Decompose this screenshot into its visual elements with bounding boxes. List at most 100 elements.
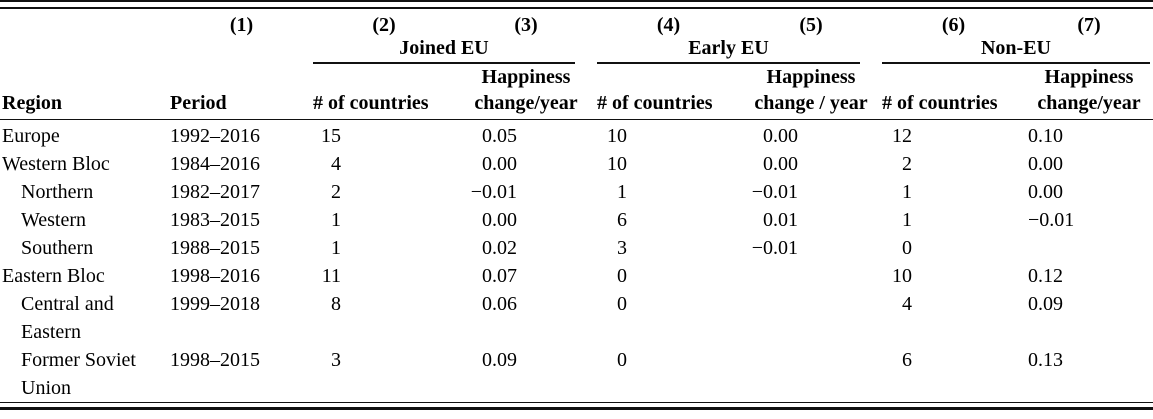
- noneu-change-cell: 0.09: [1028, 293, 1063, 315]
- early-change-cell: −0.01: [751, 237, 798, 259]
- period-cell: 1998–2015: [170, 349, 260, 371]
- group-label-joined-eu: Joined EU: [313, 37, 575, 64]
- col-number: (3): [514, 14, 538, 36]
- early-change-cell: [740, 346, 882, 402]
- empty-cell: [0, 9, 170, 37]
- happiness-label: Happiness: [481, 66, 571, 88]
- noneu-change-cell: 0.00: [1028, 181, 1063, 203]
- joined-count-cell: 8: [331, 293, 341, 315]
- joined-change-cell: 0.00: [482, 209, 517, 231]
- happiness-label: Happiness: [1044, 66, 1134, 88]
- table-row-northern: Northern 1982–2017 2 −0.01 1 −0.01 1 0.0…: [0, 178, 1153, 206]
- group-label-early-eu: Early EU: [597, 37, 860, 64]
- early-count-cell: 0: [617, 349, 627, 371]
- group-joined-eu: Joined EU: [313, 37, 597, 64]
- table-outer-rules: (1) (2) (3) (4) (5) (6) (7) Joined EU: [0, 0, 1153, 410]
- joined-change-cell: 0.06: [482, 293, 517, 315]
- group-label-non-eu: Non-EU: [882, 37, 1150, 64]
- group-non-eu: Non-EU: [882, 37, 1153, 64]
- col-number: (6): [941, 14, 966, 36]
- joined-change-header: Happiness change/year: [455, 64, 597, 120]
- noneu-change-cell: 0.12: [1028, 265, 1063, 287]
- noneu-count-cell: 4: [902, 293, 912, 315]
- joined-change-cell: 0.00: [482, 153, 517, 175]
- early-count-cell: 10: [607, 125, 627, 147]
- region-header: Region: [2, 92, 62, 114]
- change-per-year-label: change/year: [474, 92, 578, 114]
- table-row-former-soviet-union: Former Soviet Union 1998–2015 3 0.09 0 6…: [0, 346, 1153, 402]
- joined-count-cell: 1: [331, 237, 341, 259]
- table-body: Europe 1992–2016 15 0.05 10 0.00 12 0.10…: [0, 120, 1153, 403]
- joined-count-cell: 2: [331, 181, 341, 203]
- noneu-change-cell: −0.01: [1028, 209, 1075, 231]
- noneu-change-header: Happiness change/year: [1025, 64, 1153, 120]
- early-count-cell: 0: [617, 265, 627, 287]
- region-cell: Eastern Bloc: [2, 265, 105, 287]
- early-count-cell: 3: [617, 237, 627, 259]
- change-per-year-label: change/year: [1037, 92, 1141, 114]
- joined-change-cell: 0.07: [482, 265, 517, 287]
- noneu-change-cell: 0.00: [1028, 153, 1063, 175]
- joined-count-cell: 11: [321, 265, 341, 287]
- early-count-cell: 0: [617, 293, 627, 315]
- noneu-count-cell: 1: [902, 209, 912, 231]
- early-change-cell: [740, 262, 882, 290]
- happiness-label: Happiness: [766, 66, 856, 88]
- col-number: (7): [1077, 14, 1101, 36]
- change-per-year-label: change / year: [754, 92, 868, 114]
- early-change-cell: 0.00: [763, 125, 798, 147]
- table-inner-rules: (1) (2) (3) (4) (5) (6) (7) Joined EU: [0, 7, 1153, 403]
- noneu-count-cell: 12: [892, 125, 912, 147]
- table-row-southern: Southern 1988–2015 1 0.02 3 −0.01 0: [0, 234, 1153, 262]
- early-change-cell: 0.01: [763, 209, 798, 231]
- table-header: (1) (2) (3) (4) (5) (6) (7) Joined EU: [0, 9, 1153, 120]
- col-number: (5): [799, 14, 823, 36]
- table-row-western: Western 1983–2015 1 0.00 6 0.01 1 −0.01: [0, 206, 1153, 234]
- noneu-change-cell: 0.10: [1028, 125, 1063, 147]
- noneu-change-cell: 0.13: [1028, 349, 1063, 371]
- region-cell: Central and Eastern: [21, 293, 114, 343]
- noneu-count-cell: 1: [902, 181, 912, 203]
- joined-count-header: # of countries: [313, 92, 429, 114]
- early-count-cell: 6: [617, 209, 627, 231]
- period-header: Period: [170, 92, 227, 114]
- noneu-count-cell: 0: [902, 237, 912, 259]
- period-cell: 1984–2016: [170, 153, 260, 175]
- period-cell: 1992–2016: [170, 125, 260, 147]
- column-numbers-row: (1) (2) (3) (4) (5) (6) (7): [0, 9, 1153, 37]
- period-cell: 1999–2018: [170, 293, 260, 315]
- empty-cell: [0, 37, 313, 64]
- joined-change-cell: 0.02: [482, 237, 517, 259]
- col-number: (1): [229, 14, 254, 36]
- table-row-central-and-eastern: Central and Eastern 1999–2018 8 0.06 0 4…: [0, 290, 1153, 346]
- noneu-count-cell: 2: [902, 153, 912, 175]
- table-row-europe: Europe 1992–2016 15 0.05 10 0.00 12 0.10: [0, 120, 1153, 151]
- joined-count-cell: 15: [321, 125, 341, 147]
- early-count-header: # of countries: [597, 92, 713, 114]
- early-count-cell: 1: [617, 181, 627, 203]
- column-headers-row: Region Period # of countries Happiness c…: [0, 64, 1153, 120]
- joined-count-cell: 4: [331, 153, 341, 175]
- noneu-count-header: # of countries: [882, 92, 998, 114]
- early-change-cell: −0.01: [751, 181, 798, 203]
- region-cell: Western Bloc: [2, 153, 110, 175]
- joined-change-cell: 0.05: [482, 125, 517, 147]
- joined-count-cell: 1: [331, 209, 341, 231]
- joined-count-cell: 3: [331, 349, 341, 371]
- period-cell: 1982–2017: [170, 181, 260, 203]
- col-number: (4): [656, 14, 681, 36]
- period-cell: 1983–2015: [170, 209, 260, 231]
- noneu-count-cell: 6: [902, 349, 912, 371]
- group-early-eu: Early EU: [597, 37, 882, 64]
- table-row-western-bloc: Western Bloc 1984–2016 4 0.00 10 0.00 2 …: [0, 150, 1153, 178]
- col-number: (2): [372, 14, 396, 36]
- table-row-eastern-bloc: Eastern Bloc 1998–2016 11 0.07 0 10 0.12: [0, 262, 1153, 290]
- region-cell: Europe: [2, 125, 60, 147]
- noneu-change-cell: [1025, 234, 1153, 262]
- early-change-cell: 0.00: [763, 153, 798, 175]
- group-labels-row: Joined EU Early EU Non-EU: [0, 37, 1153, 64]
- noneu-count-cell: 10: [892, 265, 912, 287]
- region-cell: Former Soviet Union: [21, 349, 136, 399]
- region-cell: Western: [21, 209, 87, 231]
